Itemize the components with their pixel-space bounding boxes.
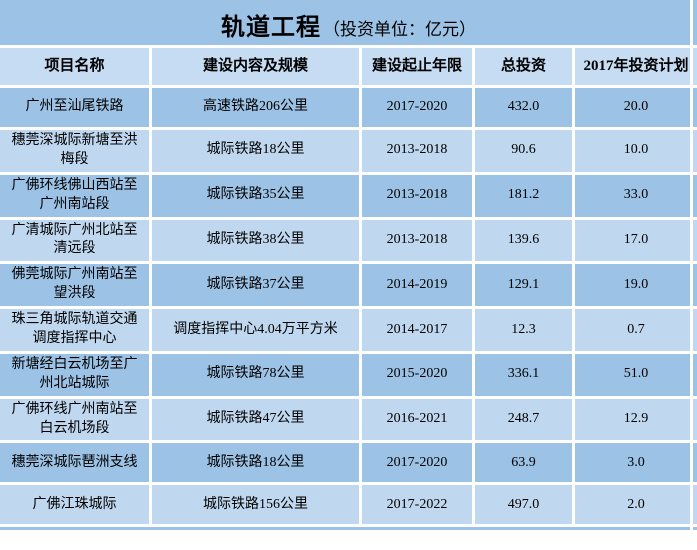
cell-plan2017: 51.0 (575, 353, 697, 399)
table-bottom-border (0, 527, 697, 531)
header-period: 建设起止年限 (362, 48, 475, 88)
cell-period: 2016-2021 (362, 398, 475, 444)
cell-total: 139.6 (475, 219, 575, 265)
table-header: 项目名称 建设内容及规模 建设起止年限 总投资 2017年投资计划 (0, 48, 697, 88)
table-row: 新塘经白云机场至广州北站城际 城际铁路78公里 2015-2020 336.1 51.0 (0, 353, 697, 399)
cell-plan2017: 20.0 (575, 88, 697, 130)
table-row: 穗莞深城际新塘至洪梅段 城际铁路18公里 2013-2018 90.6 10.0 (0, 130, 697, 175)
cell-period: 2017-2022 (362, 485, 475, 528)
cell-plan2017: 12.9 (575, 398, 697, 444)
cell-content: 城际铁路38公里 (152, 219, 362, 265)
cell-content: 城际铁路156公里 (152, 485, 362, 528)
cell-plan2017: 2.0 (575, 485, 697, 528)
title-text: 轨道工程 (221, 15, 321, 41)
table-title: 轨道工程 （投资单位：亿元） (221, 7, 476, 42)
cell-name: 穗莞深城际琶洲支线 (0, 443, 152, 486)
cell-name: 新塘经白云机场至广州北站城际 (0, 353, 152, 399)
cell-plan2017: 17.0 (575, 219, 697, 265)
cell-name: 佛莞城际广州南站至望洪段 (0, 264, 152, 310)
table-body: 广州至汕尾铁路 高速铁路206公里 2017-2020 432.0 20.0 穗莞深城际新… (0, 88, 697, 528)
cell-period: 2015-2020 (362, 353, 475, 399)
cell-plan2017: 19.0 (575, 264, 697, 310)
cell-name: 广佛环线佛山西站至广州南站段 (0, 174, 152, 220)
cell-total: 432.0 (475, 88, 575, 130)
cell-period: 2014-2019 (362, 264, 475, 310)
cell-total: 129.1 (475, 264, 575, 310)
cell-total: 336.1 (475, 353, 575, 399)
table-row: 珠三角城际轨道交通调度指挥中心 调度指挥中心4.04万平方米 2014-2017 12… (0, 309, 697, 354)
cell-total: 248.7 (475, 398, 575, 444)
cell-total: 181.2 (475, 174, 575, 220)
cell-content: 城际铁路18公里 (152, 443, 362, 486)
projects-table: 项目名称 建设内容及规模 建设起止年限 总投资 2017年投资计划 广州至汕尾铁… (0, 48, 697, 528)
cell-total: 12.3 (475, 309, 575, 354)
table-row: 广清城际广州北站至清远段 城际铁路38公里 2013-2018 139.6 17.0 (0, 219, 697, 265)
cell-period: 2013-2018 (362, 130, 475, 175)
header-row: 项目名称 建设内容及规模 建设起止年限 总投资 2017年投资计划 (0, 48, 697, 88)
cell-content: 高速铁路206公里 (152, 88, 362, 130)
cell-period: 2013-2018 (362, 219, 475, 265)
cell-content: 城际铁路78公里 (152, 353, 362, 399)
table-row: 广州至汕尾铁路 高速铁路206公里 2017-2020 432.0 20.0 (0, 88, 697, 130)
cell-content: 城际铁路37公里 (152, 264, 362, 310)
cell-content: 城际铁路47公里 (152, 398, 362, 444)
cell-name: 穗莞深城际新塘至洪梅段 (0, 130, 152, 175)
header-plan-2017: 2017年投资计划 (575, 48, 697, 88)
cell-content: 城际铁路35公里 (152, 174, 362, 220)
cell-period: 2014-2017 (362, 309, 475, 354)
cell-period: 2013-2018 (362, 174, 475, 220)
table-title-band: 轨道工程 （投资单位：亿元） (0, 0, 697, 45)
cell-period: 2017-2020 (362, 88, 475, 130)
cell-name: 珠三角城际轨道交通调度指挥中心 (0, 309, 152, 354)
cell-total: 63.9 (475, 443, 575, 486)
cell-content: 城际铁路18公里 (152, 130, 362, 175)
cell-plan2017: 0.7 (575, 309, 697, 354)
cell-name: 广州至汕尾铁路 (0, 88, 152, 130)
table-row: 广佛环线佛山西站至广州南站段 城际铁路35公里 2013-2018 181.2 33.0 (0, 174, 697, 220)
title-unit-note: （投资单位：亿元） (323, 20, 476, 39)
cell-content: 调度指挥中心4.04万平方米 (152, 309, 362, 354)
cell-total: 497.0 (475, 485, 575, 528)
table-row: 佛莞城际广州南站至望洪段 城际铁路37公里 2014-2019 129.1 19.0 (0, 264, 697, 310)
cell-plan2017: 33.0 (575, 174, 697, 220)
cell-period: 2017-2020 (362, 443, 475, 486)
header-total-invest: 总投资 (475, 48, 575, 88)
cell-name: 广清城际广州北站至清远段 (0, 219, 152, 265)
cell-plan2017: 10.0 (575, 130, 697, 175)
cell-name: 广佛江珠城际 (0, 485, 152, 528)
cell-plan2017: 3.0 (575, 443, 697, 486)
header-content-scale: 建设内容及规模 (152, 48, 362, 88)
table-row: 广佛江珠城际 城际铁路156公里 2017-2022 497.0 2.0 (0, 485, 697, 528)
cell-total: 90.6 (475, 130, 575, 175)
table-row: 广佛环线广州南站至白云机场段 城际铁路47公里 2016-2021 248.7 12.9 (0, 398, 697, 444)
table-right-gridline (690, 0, 693, 541)
cell-name: 广佛环线广州南站至白云机场段 (0, 398, 152, 444)
table-row: 穗莞深城际琶洲支线 城际铁路18公里 2017-2020 63.9 3.0 (0, 443, 697, 486)
header-project-name: 项目名称 (0, 48, 152, 88)
